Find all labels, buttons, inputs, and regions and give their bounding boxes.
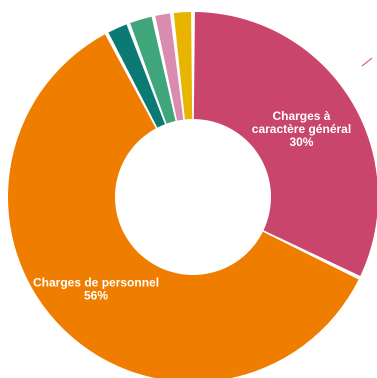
slice-3 xyxy=(130,16,176,124)
labels-group: Charges à caractère général 30% Charges de … xyxy=(33,109,351,302)
slice-2 xyxy=(108,24,165,128)
slice-1 xyxy=(8,34,359,378)
slice-label-line: Charges à xyxy=(272,109,330,123)
slice-5 xyxy=(173,12,193,120)
slice-label-line: caractère général xyxy=(252,122,351,136)
slice-label-1: Charges de personnel 56% xyxy=(33,276,159,303)
leader-line xyxy=(361,57,373,67)
slice-4 xyxy=(155,13,184,121)
slice-label-line: 30% xyxy=(289,135,313,149)
slice-0 xyxy=(193,12,377,277)
slice-label-0: Charges à caractère général 30% xyxy=(252,109,351,149)
slices-group xyxy=(8,12,377,378)
slice-label-line: Charges de personnel xyxy=(33,276,159,290)
slice-label-line: 56% xyxy=(84,289,108,303)
